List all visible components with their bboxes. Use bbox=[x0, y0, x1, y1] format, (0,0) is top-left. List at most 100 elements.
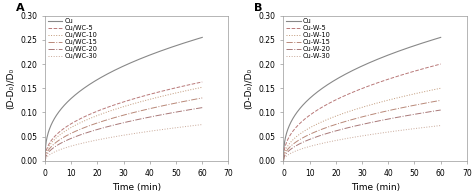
Cu/WC-5 bbox=[104, 106, 110, 109]
Cu-W-30 bbox=[394, 130, 400, 132]
Cu/WC-15 bbox=[141, 109, 147, 111]
Cu/WC-30 bbox=[61, 147, 67, 149]
Cu bbox=[438, 36, 444, 39]
Y-axis label: (D-D₀)/D₀: (D-D₀)/D₀ bbox=[244, 68, 253, 109]
Cu/WC-30 bbox=[200, 123, 205, 126]
Cu-W-10 bbox=[395, 97, 401, 99]
Cu bbox=[141, 56, 147, 58]
Cu bbox=[343, 73, 348, 75]
Cu-W-30 bbox=[300, 147, 305, 150]
Cu-W-15 bbox=[438, 99, 444, 102]
Cu-W-10 bbox=[380, 100, 385, 103]
Cu-W-20 bbox=[332, 130, 337, 132]
Cu-W-15 bbox=[343, 120, 348, 122]
Cu-W-20 bbox=[380, 119, 385, 121]
Cu/WC-10 bbox=[93, 115, 99, 117]
Cu/WC-15 bbox=[61, 136, 67, 138]
Line: Cu/WC-5: Cu/WC-5 bbox=[45, 82, 202, 161]
Cu/WC-10 bbox=[155, 96, 161, 98]
Cu/WC-5 bbox=[141, 95, 147, 97]
Cu bbox=[104, 73, 110, 75]
Cu/WC-30 bbox=[42, 160, 48, 162]
Cu-W-15 bbox=[394, 108, 400, 110]
Cu-W-30 bbox=[395, 129, 401, 132]
Cu bbox=[300, 105, 305, 107]
Line: Cu: Cu bbox=[45, 37, 202, 161]
Cu/WC-10 bbox=[141, 100, 147, 102]
Cu-W-10 bbox=[394, 97, 400, 99]
Cu bbox=[155, 51, 161, 53]
Cu-W-5 bbox=[394, 75, 400, 78]
Cu-W-20 bbox=[300, 141, 305, 144]
X-axis label: Time (min): Time (min) bbox=[351, 183, 400, 192]
Cu bbox=[42, 160, 48, 162]
Cu-W-5 bbox=[438, 63, 444, 65]
Cu bbox=[395, 50, 401, 53]
Cu/WC-30 bbox=[155, 129, 161, 131]
Cu-W-5 bbox=[300, 120, 305, 122]
Cu-W-10 bbox=[332, 115, 337, 118]
Line: Cu-W-10: Cu-W-10 bbox=[283, 88, 441, 161]
Cu/WC-5 bbox=[42, 160, 48, 162]
Cu/WC-15 bbox=[155, 105, 161, 108]
Y-axis label: (D-D₀)/D₀: (D-D₀)/D₀ bbox=[6, 68, 15, 109]
Cu-W-5 bbox=[332, 99, 337, 102]
Cu-W-10 bbox=[343, 111, 348, 114]
Cu-W-10 bbox=[300, 131, 305, 133]
Cu/WC-10 bbox=[42, 160, 48, 162]
Cu/WC-10 bbox=[200, 86, 205, 89]
Line: Cu-W-20: Cu-W-20 bbox=[283, 110, 441, 161]
Cu/WC-20 bbox=[200, 106, 205, 109]
Cu-W-20 bbox=[394, 116, 400, 119]
Cu-W-20 bbox=[281, 160, 286, 162]
Cu-W-30 bbox=[332, 140, 337, 142]
Cu bbox=[200, 36, 205, 39]
Cu/WC-30 bbox=[141, 131, 147, 133]
Cu-W-20 bbox=[395, 116, 401, 118]
Legend: Cu, Cu/WC-5, Cu/WC-10, Cu/WC-15, Cu/WC-20, Cu/WC-30: Cu, Cu/WC-5, Cu/WC-10, Cu/WC-15, Cu/WC-2… bbox=[47, 18, 98, 60]
Cu-W-5 bbox=[343, 94, 348, 96]
Cu-W-15 bbox=[395, 107, 401, 110]
Cu-W-5 bbox=[395, 75, 401, 77]
Cu/WC-10 bbox=[156, 96, 162, 98]
Cu/WC-20 bbox=[42, 160, 48, 162]
Cu-W-5 bbox=[281, 160, 286, 162]
X-axis label: Time (min): Time (min) bbox=[112, 183, 161, 192]
Legend: Cu, Cu-W-5, Cu-W-10, Cu-W-15, Cu-W-20, Cu-W-30: Cu, Cu-W-5, Cu-W-10, Cu-W-15, Cu-W-20, C… bbox=[285, 18, 331, 60]
Cu/WC-5 bbox=[200, 81, 205, 83]
Cu-W-15 bbox=[332, 124, 337, 126]
Line: Cu-W-15: Cu-W-15 bbox=[283, 100, 441, 161]
Cu/WC-5 bbox=[155, 91, 161, 93]
Cu-W-10 bbox=[438, 87, 444, 89]
Cu-W-10 bbox=[281, 160, 286, 162]
Cu/WC-20 bbox=[155, 114, 161, 116]
Cu-W-30 bbox=[438, 124, 444, 127]
Cu-W-15 bbox=[300, 137, 305, 139]
Cu-W-30 bbox=[281, 160, 286, 162]
Cu/WC-20 bbox=[141, 117, 147, 119]
Cu bbox=[380, 56, 385, 58]
Cu/WC-15 bbox=[200, 97, 205, 99]
Cu/WC-15 bbox=[42, 160, 48, 162]
Line: Cu/WC-10: Cu/WC-10 bbox=[45, 87, 202, 161]
Cu-W-30 bbox=[343, 137, 348, 140]
Text: A: A bbox=[16, 3, 24, 13]
Cu/WC-10 bbox=[104, 111, 110, 113]
Cu/WC-30 bbox=[93, 139, 99, 141]
Cu/WC-5 bbox=[61, 127, 67, 130]
Cu/WC-30 bbox=[104, 137, 110, 139]
Line: Cu-W-5: Cu-W-5 bbox=[283, 64, 441, 161]
Cu-W-20 bbox=[343, 127, 348, 129]
Cu/WC-30 bbox=[156, 129, 162, 131]
Line: Cu: Cu bbox=[283, 37, 441, 161]
Cu/WC-20 bbox=[93, 129, 99, 131]
Line: Cu-W-30: Cu-W-30 bbox=[283, 126, 441, 161]
Line: Cu/WC-15: Cu/WC-15 bbox=[45, 98, 202, 161]
Cu-W-15 bbox=[281, 160, 286, 162]
Line: Cu/WC-30: Cu/WC-30 bbox=[45, 125, 202, 161]
Cu-W-20 bbox=[438, 109, 444, 111]
Cu bbox=[281, 160, 286, 162]
Line: Cu/WC-20: Cu/WC-20 bbox=[45, 108, 202, 161]
Cu/WC-15 bbox=[93, 122, 99, 124]
Cu-W-5 bbox=[380, 80, 385, 82]
